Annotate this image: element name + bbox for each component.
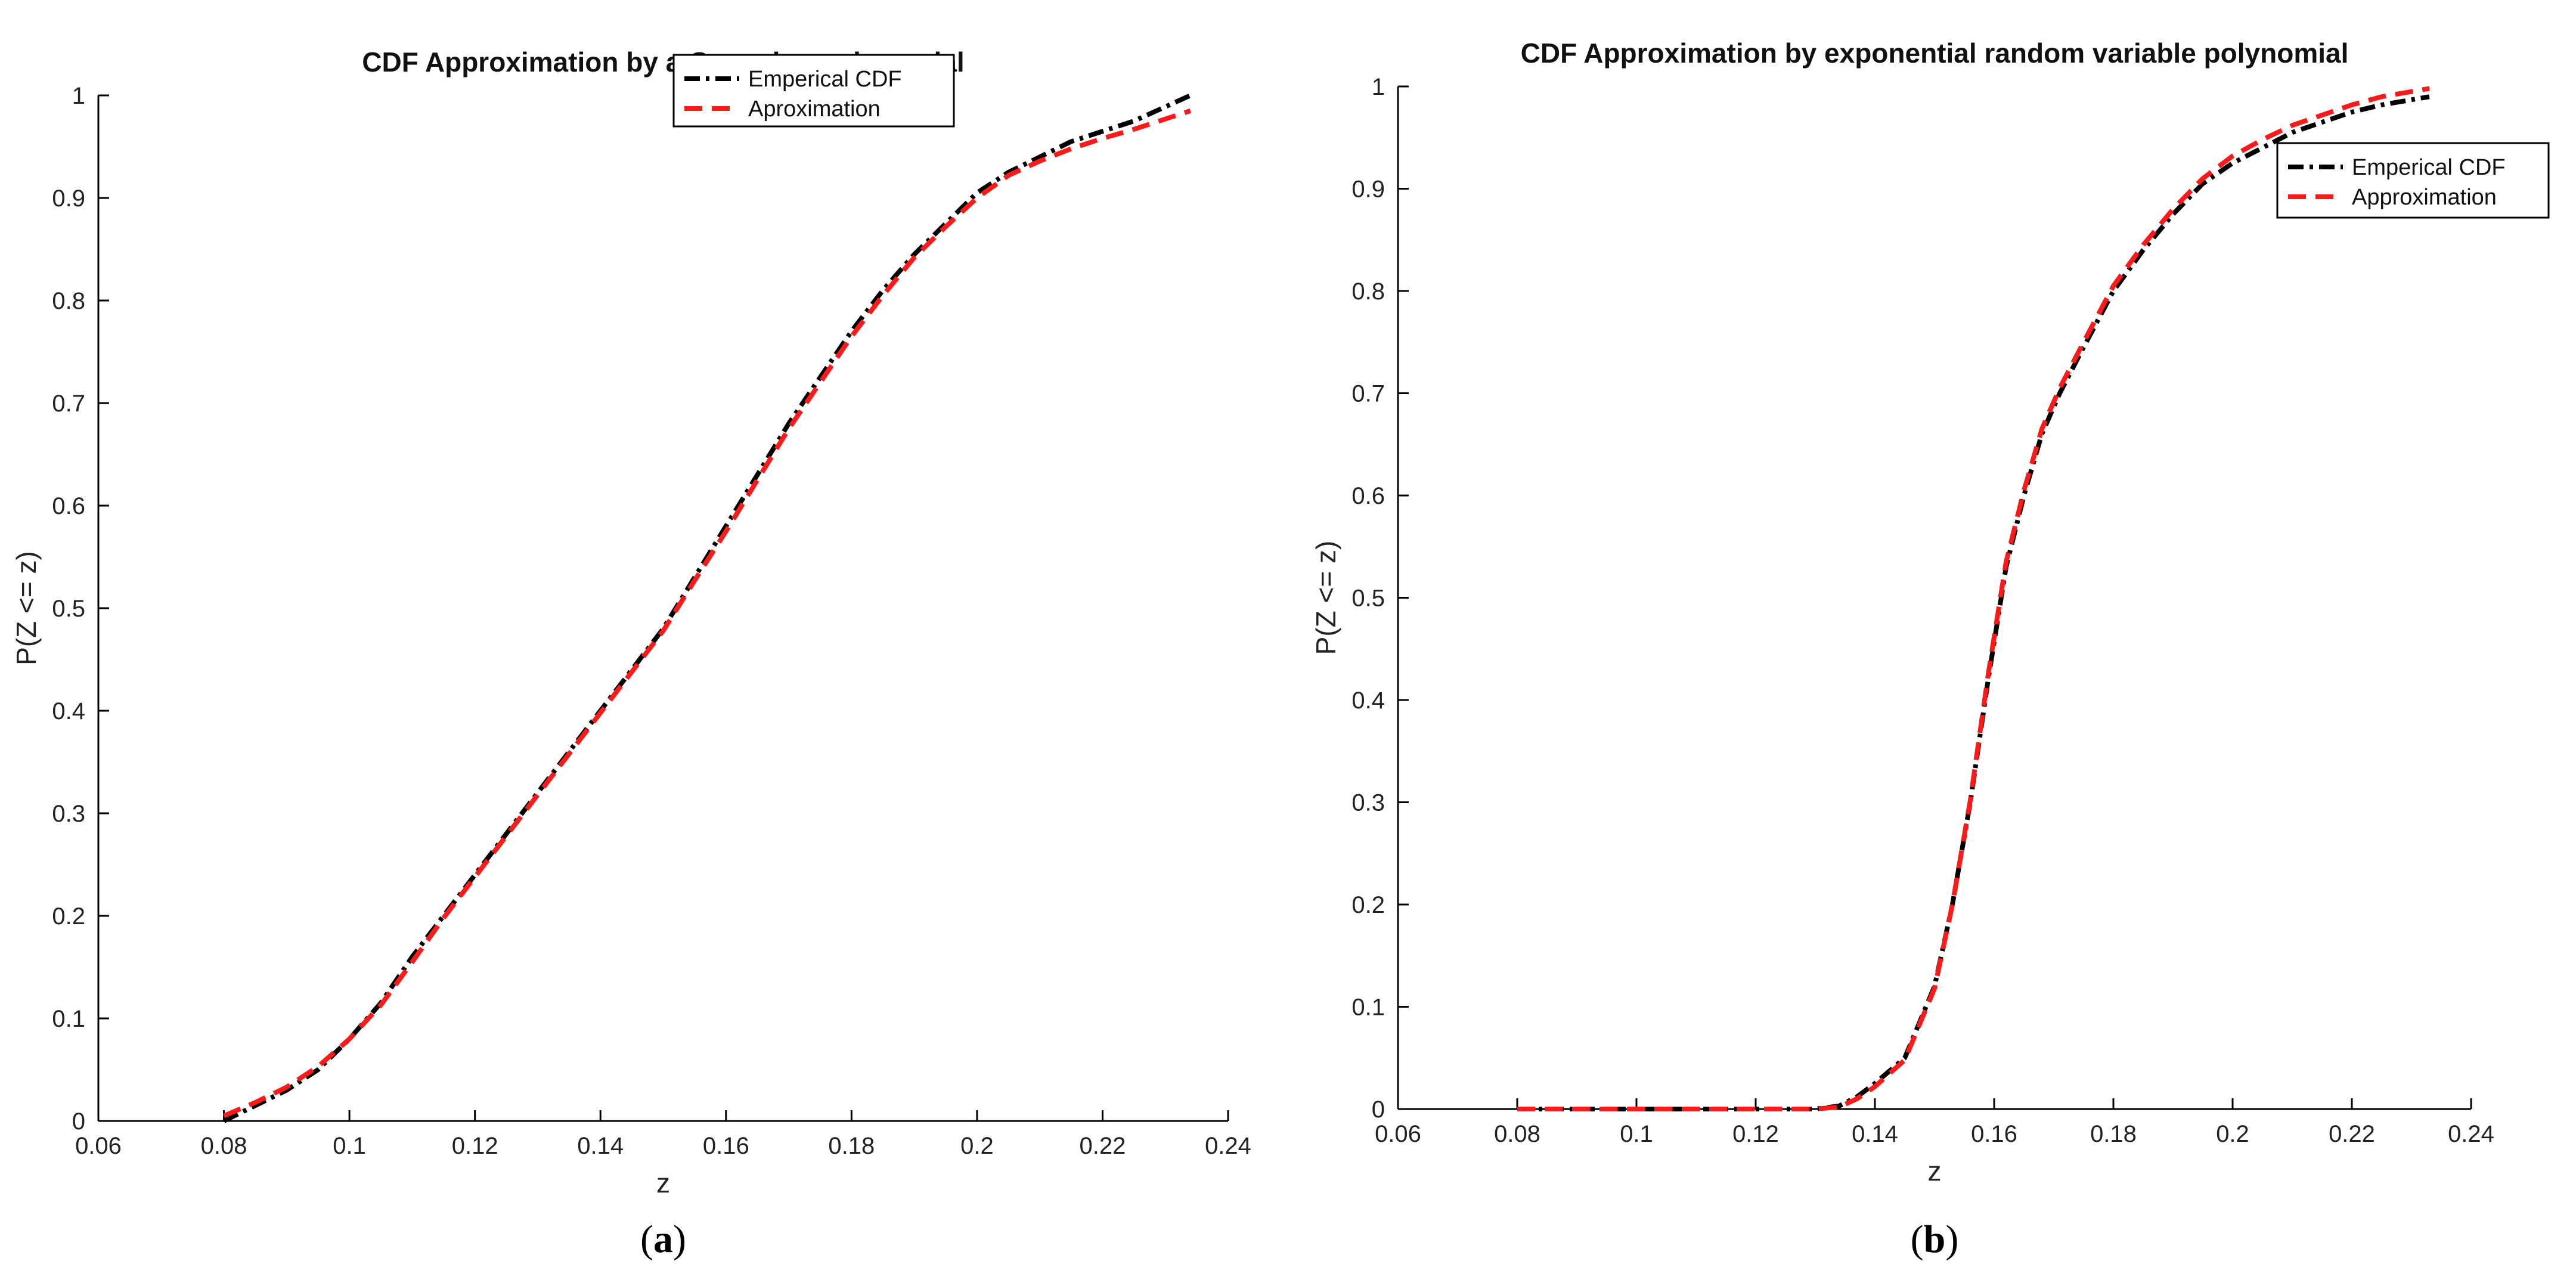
panel-caption: (b) [1911, 1218, 1959, 1261]
panel-caption: (a) [640, 1218, 686, 1261]
y-tick-label: 0.5 [1351, 586, 1385, 612]
caption-open: ( [640, 1218, 653, 1261]
series-line-approximation [223, 108, 1192, 1119]
y-tick-label: 0.2 [1351, 892, 1385, 918]
x-tick-label: 0.22 [2329, 1121, 2375, 1147]
y-tick-label: 0.8 [1351, 278, 1385, 305]
legend: Emperical CDF Approximation [2276, 142, 2550, 219]
y-tick-label: 0 [72, 1108, 85, 1135]
y-tick-label: 0.7 [1351, 381, 1385, 407]
x-tick-label: 0.22 [1080, 1133, 1126, 1159]
y-axis-title: P(Z <= z) [11, 551, 42, 665]
y-tick-label: 0.4 [1351, 687, 1385, 714]
series-line-approximation [1517, 86, 2430, 1111]
y-axis-title: P(Z <= z) [1310, 541, 1341, 655]
legend-label: Emperical CDF [748, 67, 902, 92]
legend-box [2276, 142, 2550, 219]
x-tick-label: 0.12 [1732, 1121, 1779, 1147]
x-axis-title: z [656, 1167, 670, 1198]
y-tick-label: 0.1 [1351, 995, 1385, 1021]
y-tick-label: 0 [1372, 1097, 1385, 1123]
chart-b: 0.06 0.08 0.1 0.12 0.14 0.16 0.18 0.2 0.22 0.24 0 0… [1310, 38, 2550, 1261]
x-tick-label: 0.14 [577, 1133, 624, 1159]
y-tick-label: 0.2 [52, 903, 85, 930]
y-tick-label: 0.9 [1351, 176, 1385, 203]
x-tick-label: 0.08 [1494, 1121, 1540, 1147]
x-tick-label: 0.2 [2216, 1121, 2249, 1147]
x-tick-label: 0.08 [201, 1133, 247, 1159]
x-tick-label: 0.24 [2448, 1121, 2494, 1147]
x-tick-label: 0.1 [1620, 1121, 1653, 1147]
y-tick-label: 0.6 [52, 493, 85, 519]
x-tick-label: 0.16 [703, 1133, 749, 1159]
x-axis-title: z [1928, 1156, 1942, 1187]
caption-letter: b [1924, 1218, 1946, 1261]
caption-close: ) [1945, 1218, 1958, 1261]
x-tick-label: 0.12 [452, 1133, 498, 1159]
x-tick-label: 0.2 [960, 1133, 994, 1159]
y-tick-label: 0.6 [1351, 483, 1385, 509]
caption-open: ( [1911, 1218, 1924, 1261]
y-tick-label: 1 [72, 83, 85, 109]
legend-box [672, 54, 955, 128]
x-tick-label: 0.24 [1205, 1133, 1251, 1159]
y-tick-label: 0.3 [52, 801, 85, 827]
x-tick-label: 0.06 [1375, 1121, 1421, 1147]
x-tick-label: 0.18 [2090, 1121, 2137, 1147]
caption-letter: a [653, 1218, 673, 1261]
y-tick-label: 0.7 [52, 391, 85, 417]
y-tick-label: 0.4 [52, 698, 85, 724]
chart-a: 0.06 0.08 0.1 0.12 0.14 0.16 0.18 0.2 0.22 0.24 0 0… [11, 47, 1251, 1261]
legend: Emperical CDF Aproximation [672, 54, 955, 128]
caption-close: ) [673, 1218, 686, 1261]
x-tick-label: 0.1 [333, 1133, 366, 1159]
legend-label: Emperical CDF [2352, 155, 2506, 180]
y-tick-label: 0.8 [52, 288, 85, 314]
series-line-empirical [1517, 94, 2430, 1111]
legend-label: Aproximation [748, 97, 881, 122]
y-tick-label: 0.5 [52, 596, 85, 622]
series-line-empirical [222, 93, 1192, 1123]
chart-title: CDF Approximation by exponential random … [1521, 38, 2349, 69]
x-tick-label: 0.06 [75, 1133, 122, 1159]
y-tick-label: 0.9 [52, 185, 85, 212]
x-tick-label: 0.14 [1852, 1121, 1898, 1147]
x-tick-label: 0.18 [828, 1133, 875, 1159]
y-tick-label: 0.3 [1351, 790, 1385, 816]
legend-label: Approximation [2352, 185, 2497, 210]
y-tick-label: 0.1 [52, 1006, 85, 1032]
y-tick-label: 1 [1372, 74, 1385, 100]
x-tick-label: 0.16 [1971, 1121, 2017, 1147]
